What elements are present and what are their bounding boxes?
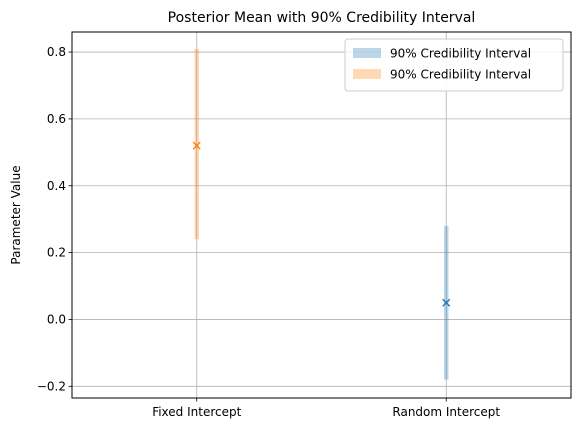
grid xyxy=(72,32,571,398)
plot-frame xyxy=(71,31,572,399)
y-tick-label: 0.6 xyxy=(47,112,66,126)
y-tick-label: 0.8 xyxy=(47,45,66,59)
legend-swatch xyxy=(353,48,381,58)
legend-box xyxy=(344,38,564,92)
chart-title: Posterior Mean with 90% Credibility Inte… xyxy=(168,10,476,26)
y-tick-label: 0.2 xyxy=(47,246,66,260)
legend-entry-label: 90% Credibility Interval xyxy=(390,68,531,82)
y-tick-label: 0.0 xyxy=(47,312,66,326)
x-tick-label: Fixed Intercept xyxy=(152,405,241,419)
y-axis-label: Parameter Value xyxy=(9,165,23,264)
chart-marks xyxy=(192,48,451,380)
legend: 90% Credibility Interval 90% Credibility … xyxy=(344,38,564,92)
posterior-mean-marker xyxy=(442,298,451,307)
posterior-mean-marker xyxy=(192,141,201,150)
y-axis: −0.2 0.0 0.2 0.4 0.6 0.8 xyxy=(37,45,72,393)
legend-entry-label: 90% Credibility Interval xyxy=(390,47,531,61)
y-tick-label: 0.4 xyxy=(47,179,66,193)
x-tick-label: Random Intercept xyxy=(392,405,500,419)
legend-swatch xyxy=(353,69,381,79)
x-axis: Fixed Intercept Random Intercept xyxy=(152,398,500,419)
y-tick-label: −0.2 xyxy=(37,379,66,393)
